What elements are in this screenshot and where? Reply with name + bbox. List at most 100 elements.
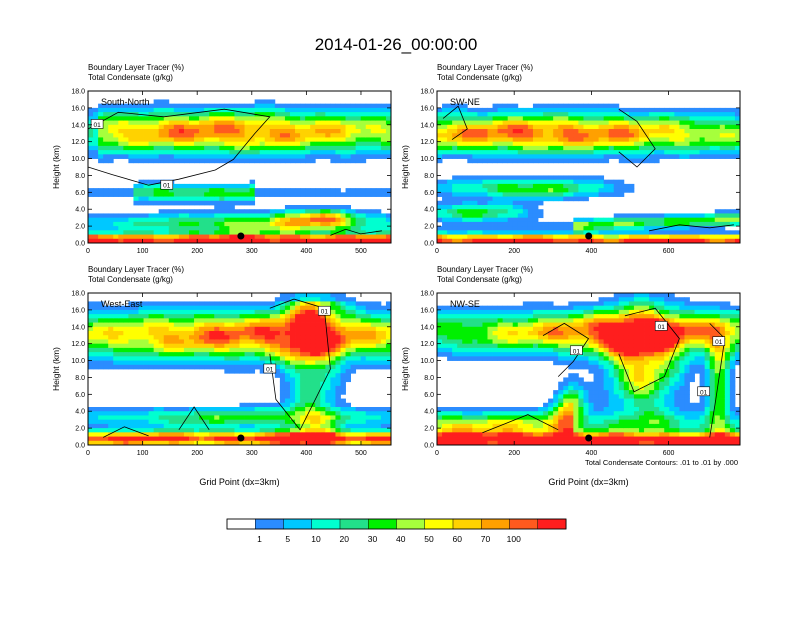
heatmap-cell	[690, 213, 695, 218]
heatmap-cell	[467, 188, 472, 193]
heatmap-cell	[255, 192, 260, 197]
heatmap-cell	[341, 133, 346, 138]
heatmap-cell	[265, 415, 270, 420]
heatmap-cell	[720, 116, 725, 121]
heatmap-cell	[583, 104, 588, 109]
heatmap-cell	[224, 323, 229, 328]
heatmap-cell	[209, 209, 214, 214]
heatmap-cell	[255, 437, 260, 442]
heatmap-cell	[447, 348, 452, 353]
heatmap-cell	[285, 205, 290, 210]
heatmap-cell	[189, 137, 194, 142]
heatmap-cell	[604, 142, 609, 147]
heatmap-cell	[330, 348, 335, 353]
heatmap-cell	[513, 121, 518, 126]
heatmap-cell	[315, 352, 320, 357]
heatmap-cell	[144, 213, 149, 218]
heatmap-cell	[335, 327, 340, 332]
heatmap-cell	[295, 348, 300, 353]
heatmap-cell	[498, 197, 503, 202]
heatmap-cell	[118, 411, 123, 416]
heatmap-cell	[245, 188, 250, 193]
heatmap-cell	[315, 142, 320, 147]
y-axis-label: Height (km)	[400, 145, 410, 189]
heatmap-cell	[108, 230, 113, 235]
heatmap-cell	[493, 112, 498, 117]
heatmap-cell	[457, 327, 462, 332]
heatmap-cell	[690, 121, 695, 126]
heatmap-cell	[275, 129, 280, 134]
heatmap-cell	[477, 310, 482, 315]
heatmap-cell	[270, 112, 275, 117]
heatmap-cell	[710, 116, 715, 121]
heatmap-cell	[234, 369, 239, 374]
heatmap-cell	[310, 310, 315, 315]
heatmap-cell	[649, 222, 654, 227]
heatmap-cell	[518, 230, 523, 235]
heatmap-cell	[543, 159, 548, 164]
heatmap-cell	[594, 175, 599, 180]
heatmap-cell	[695, 218, 700, 223]
heatmap-cell	[674, 108, 679, 113]
heatmap-cell	[88, 230, 93, 235]
heatmap-cell	[523, 142, 528, 147]
heatmap-cell	[356, 415, 361, 420]
heatmap-cell	[649, 133, 654, 138]
heatmap-cell	[639, 235, 644, 240]
heatmap-cell	[457, 344, 462, 349]
heatmap-cell	[563, 146, 568, 151]
heatmap-cell	[447, 133, 452, 138]
heatmap-cell	[310, 424, 315, 429]
heatmap-cell	[123, 318, 128, 323]
heatmap-cell	[568, 180, 573, 185]
heatmap-cell	[174, 213, 179, 218]
heatmap-cell	[346, 356, 351, 361]
heatmap-cell	[437, 159, 442, 164]
heatmap-cell	[381, 407, 386, 412]
heatmap-cell	[139, 150, 144, 155]
heatmap-cell	[346, 361, 351, 366]
heatmap-cell	[325, 222, 330, 227]
heatmap-cell	[690, 235, 695, 240]
heatmap-cell	[457, 411, 462, 416]
heatmap-cell	[346, 437, 351, 442]
heatmap-cell	[149, 428, 154, 433]
heatmap-cell	[558, 159, 563, 164]
heatmap-cell	[351, 323, 356, 328]
heatmap-cell	[467, 344, 472, 349]
heatmap-cell	[457, 116, 462, 121]
heatmap-cell	[472, 116, 477, 121]
heatmap-cell	[133, 344, 138, 349]
heatmap-cell	[300, 437, 305, 442]
heatmap-cell	[98, 226, 103, 231]
heatmap-cell	[341, 428, 346, 433]
heatmap-cell	[695, 213, 700, 218]
heatmap-cell	[123, 142, 128, 147]
heatmap-cell	[503, 209, 508, 214]
heatmap-cell	[725, 112, 730, 117]
heatmap-cell	[594, 121, 599, 126]
heatmap-cell	[325, 399, 330, 404]
heatmap-cell	[604, 116, 609, 121]
heatmap-cell	[179, 150, 184, 155]
heatmap-cell	[270, 424, 275, 429]
heatmap-cell	[513, 184, 518, 189]
heatmap-cell	[351, 365, 356, 370]
heatmap-cell	[533, 108, 538, 113]
heatmap-cell	[335, 213, 340, 218]
heatmap-cell	[103, 361, 108, 366]
heatmap-cell	[674, 150, 679, 155]
heatmap-cell	[219, 150, 224, 155]
heatmap-cell	[229, 201, 234, 206]
heatmap-cell	[214, 361, 219, 366]
contour-label: 01	[321, 309, 329, 316]
heatmap-cell	[159, 327, 164, 332]
heatmap-cell	[219, 209, 224, 214]
heatmap-cell	[189, 432, 194, 437]
x-axis-label: Grid Point (dx=3km)	[199, 477, 279, 487]
heatmap-cell	[245, 411, 250, 416]
heatmap-cell	[174, 314, 179, 319]
heatmap-cell	[93, 192, 98, 197]
heatmap-cell	[320, 108, 325, 113]
heatmap-cell	[295, 112, 300, 117]
